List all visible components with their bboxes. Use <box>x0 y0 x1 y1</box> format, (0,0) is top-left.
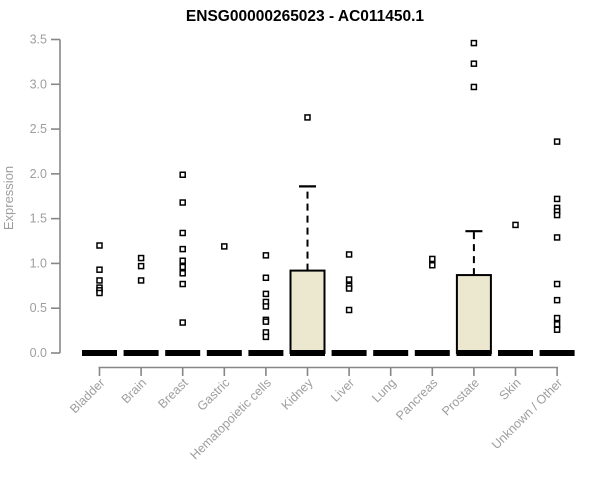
y-tick-label: 1.5 <box>30 212 47 226</box>
x-tick-label: Breast <box>155 375 191 411</box>
data-point <box>96 289 103 297</box>
median-bar <box>373 350 409 356</box>
data-point <box>553 314 561 322</box>
y-tick-label: 3.5 <box>30 33 47 47</box>
data-point <box>553 321 561 328</box>
axes: 0.0 0.5 1.0 1.5 2.0 2.5 3.0 3.5 Bladder Brain Brea… <box>30 33 566 463</box>
data-point <box>470 60 478 67</box>
median-bar <box>539 350 575 356</box>
x-tick-label: Skin <box>497 376 524 403</box>
x-tick-label: Kidney <box>279 375 316 412</box>
data-point <box>553 234 561 241</box>
data-point <box>262 318 270 325</box>
data-point <box>221 243 228 250</box>
data-point <box>553 326 561 333</box>
data-point <box>179 270 186 277</box>
data-point <box>345 276 353 283</box>
data-point <box>262 252 270 259</box>
median-bar <box>248 350 284 356</box>
data-point <box>96 242 103 249</box>
data-point <box>512 221 519 229</box>
y-tick-label: 2.0 <box>30 167 47 181</box>
x-tick-label: Pancreas <box>393 376 440 423</box>
median-bar <box>498 350 533 356</box>
data-point <box>179 319 186 326</box>
data-point <box>137 262 145 270</box>
x-tick-label: Gastric <box>195 376 233 414</box>
x-tick-label: Brain <box>119 376 150 407</box>
data-point <box>553 296 561 304</box>
x-tick-label: Bladder <box>67 376 107 416</box>
x-tick-label: Hematopoietic cells <box>187 376 274 463</box>
median-bar <box>206 350 242 356</box>
data-point <box>429 261 436 269</box>
y-tick-label: 0.5 <box>30 301 47 315</box>
data-point <box>553 280 561 288</box>
data-point <box>179 229 186 237</box>
median-bar <box>414 350 450 356</box>
y-tick-label: 2.5 <box>30 122 47 136</box>
data-point <box>470 83 478 91</box>
data-point <box>470 39 478 47</box>
data-point <box>179 171 186 179</box>
median-bar <box>290 350 325 356</box>
data-point <box>262 290 270 298</box>
data-point <box>179 199 186 206</box>
data-point <box>179 280 186 288</box>
median-bar <box>331 350 367 356</box>
x-tick-label: Unknown / Other <box>489 376 565 452</box>
data-point <box>304 114 311 121</box>
median-bar <box>123 350 159 356</box>
data-point <box>553 211 561 219</box>
data-point <box>179 257 186 264</box>
data-point <box>96 266 103 273</box>
data-point <box>137 277 145 284</box>
data-point <box>429 255 436 263</box>
data-point <box>345 306 353 314</box>
data-point <box>179 263 186 271</box>
y-tick-label: 0.0 <box>30 346 47 360</box>
data-point <box>345 251 353 258</box>
data-point <box>137 254 145 262</box>
box <box>289 269 326 355</box>
data-point <box>553 195 561 203</box>
data-point <box>553 138 561 145</box>
data-point <box>96 277 103 284</box>
data-point <box>262 333 270 341</box>
median-bar <box>456 350 492 356</box>
median-bar <box>165 350 201 356</box>
x-tick-label: Lung <box>369 376 399 406</box>
data-point <box>262 274 270 282</box>
data-point <box>179 245 186 253</box>
y-axis-title: Expression <box>1 166 16 230</box>
plot-area <box>82 39 575 356</box>
x-tick-label: Liver <box>328 376 357 405</box>
median-bar <box>82 350 117 356</box>
y-tick-label: 1.0 <box>30 256 47 270</box>
y-tick-label: 3.0 <box>30 77 47 91</box>
data-point <box>262 303 270 310</box>
data-point <box>345 285 353 292</box>
chart-title: ENSG00000265023 - AC011450.1 <box>186 8 425 25</box>
box <box>455 274 492 354</box>
x-tick-label: Prostate <box>439 376 482 419</box>
